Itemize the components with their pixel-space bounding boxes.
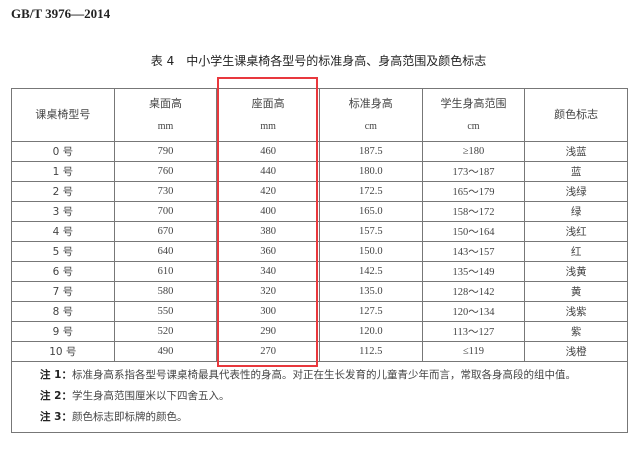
cell-model: 5 号: [11, 241, 115, 262]
header-height-range: 学生身高范围 cm: [421, 88, 526, 142]
header-standard-height: 标准身高 cm: [318, 88, 423, 142]
table-row: 10 号 490 270 112.5 ≤119 浅橙: [11, 341, 628, 362]
header-unit: cm: [364, 120, 377, 132]
header-unit: mm: [260, 120, 276, 132]
cell-standard-height: 172.5: [318, 181, 423, 202]
header-unit: cm: [467, 120, 480, 132]
cell-model: 7 号: [11, 281, 115, 302]
table-row: 6 号 610 340 142.5 135～149 浅黄: [11, 261, 628, 282]
cell-desk-height: 760: [113, 161, 218, 182]
note-text: 颜色标志即标牌的颜色。: [71, 411, 188, 423]
cell-model: 3 号: [11, 201, 115, 222]
note-3: 注 3：颜色标志即标牌的颜色。: [40, 407, 619, 428]
cell-standard-height: 135.0: [318, 281, 423, 302]
cell-standard-height: 142.5: [318, 261, 423, 282]
cell-color-mark: 浅蓝: [524, 141, 628, 162]
cell-color-mark: 绿: [524, 201, 628, 222]
cell-desk-height: 700: [113, 201, 218, 222]
header-label: 座面高: [251, 96, 285, 110]
cell-standard-height: 150.0: [318, 241, 423, 262]
cell-standard-height: 127.5: [318, 301, 423, 322]
cell-height-range: ≤119: [421, 341, 526, 362]
header-label: 标准身高: [348, 96, 393, 110]
cell-desk-height: 490: [113, 341, 218, 362]
cell-standard-height: 187.5: [318, 141, 423, 162]
notes-cell: 注 1：标准身高系指各型号课桌椅最具代表性的身高。对正在生长发育的儿童青少年而言…: [11, 361, 628, 433]
cell-height-range: ≥180: [421, 141, 526, 162]
header-label: 课桌椅型号: [35, 108, 91, 121]
note-label: 注 2：: [40, 390, 72, 402]
cell-height-range: 173～187: [421, 161, 526, 182]
cell-height-range: 150～164: [421, 221, 526, 242]
cell-color-mark: 浅黄: [524, 261, 628, 282]
header-color-mark: 颜色标志: [524, 88, 628, 142]
cell-color-mark: 黄: [524, 281, 628, 302]
cell-height-range: 113～127: [421, 321, 526, 342]
table-row: 8 号 550 300 127.5 120～134 浅紫: [11, 301, 628, 322]
cell-standard-height: 165.0: [318, 201, 423, 222]
table-row: 1 号 760 440 180.0 173～187 蓝: [11, 161, 628, 182]
cell-color-mark: 红: [524, 241, 628, 262]
header-label: 桌面高: [148, 96, 182, 110]
table-row: 2 号 730 420 172.5 165～179 浅绿: [11, 181, 628, 202]
cell-model: 2 号: [11, 181, 115, 202]
cell-color-mark: 浅紫: [524, 301, 628, 322]
table-row: 5 号 640 360 150.0 143～157 红: [11, 241, 628, 262]
note-1: 注 1：标准身高系指各型号课桌椅最具代表性的身高。对正在生长发育的儿童青少年而言…: [40, 365, 619, 386]
cell-height-range: 158～172: [421, 201, 526, 222]
note-text: 学生身高范围厘米以下四舍五入。: [71, 390, 230, 402]
cell-model: 0 号: [11, 141, 115, 162]
header-seat-height: 座面高 mm: [216, 88, 320, 142]
cell-desk-height: 580: [113, 281, 218, 302]
header-desk-height: 桌面高 mm: [113, 88, 218, 142]
notes-row: 注 1：标准身高系指各型号课桌椅最具代表性的身高。对正在生长发育的儿童青少年而言…: [11, 361, 628, 433]
cell-height-range: 135～149: [421, 261, 526, 282]
standard-number: GB/T 3976—2014: [11, 6, 111, 21]
cell-desk-height: 550: [113, 301, 218, 322]
cell-desk-height: 520: [113, 321, 218, 342]
cell-standard-height: 157.5: [318, 221, 423, 242]
table-row: 3 号 700 400 165.0 158～172 绿: [11, 201, 628, 222]
table-row: 9 号 520 290 120.0 113～127 紫: [11, 321, 628, 342]
desk-chair-size-table: 课桌椅型号 桌面高 mm 座面高 mm 标准身高 cm 学生身高范围 cm 颜色标志 0…: [11, 88, 628, 433]
cell-model: 9 号: [11, 321, 115, 342]
cell-model: 10 号: [11, 341, 115, 362]
cell-height-range: 128～142: [421, 281, 526, 302]
cell-desk-height: 670: [113, 221, 218, 242]
cell-desk-height: 790: [113, 141, 218, 162]
cell-model: 8 号: [11, 301, 115, 322]
cell-height-range: 165～179: [421, 181, 526, 202]
note-text: 标准身高系指各型号课桌椅最具代表性的身高。对正在生长发育的儿童青少年而言，常取各…: [71, 369, 576, 381]
cell-height-range: 143～157: [421, 241, 526, 262]
header-unit: mm: [157, 120, 174, 132]
table-caption: 表 4 中小学生课桌椅各型号的标准身高、身高范围及颜色标志: [150, 54, 487, 68]
header-label: 颜色标志: [554, 108, 599, 121]
header-row: 课桌椅型号 桌面高 mm 座面高 mm 标准身高 cm 学生身高范围 cm 颜色标志: [11, 88, 628, 142]
header-model: 课桌椅型号: [11, 88, 115, 142]
cell-desk-height: 610: [113, 261, 218, 282]
note-label: 注 1：: [40, 369, 72, 381]
cell-color-mark: 浅红: [524, 221, 628, 242]
cell-standard-height: 180.0: [318, 161, 423, 182]
table-row: 4 号 670 380 157.5 150～164 浅红: [11, 221, 628, 242]
cell-model: 4 号: [11, 221, 115, 242]
cell-standard-height: 112.5: [318, 341, 423, 362]
cell-color-mark: 紫: [524, 321, 628, 342]
cell-color-mark: 蓝: [524, 161, 628, 182]
table-row: 0 号 790 460 187.5 ≥180 浅蓝: [11, 141, 628, 162]
cell-height-range: 120～134: [421, 301, 526, 322]
cell-desk-height: 640: [113, 241, 218, 262]
cell-model: 6 号: [11, 261, 115, 282]
cell-color-mark: 浅橙: [524, 341, 628, 362]
cell-standard-height: 120.0: [318, 321, 423, 342]
cell-color-mark: 浅绿: [524, 181, 628, 202]
note-label: 注 3：: [40, 411, 72, 423]
cell-model: 1 号: [11, 161, 115, 182]
cell-desk-height: 730: [113, 181, 218, 202]
seat-height-highlight-box: [217, 77, 318, 367]
note-2: 注 2：学生身高范围厘米以下四舍五入。: [40, 386, 619, 407]
header-label: 学生身高范围: [440, 96, 507, 110]
table-row: 7 号 580 320 135.0 128～142 黄: [11, 281, 628, 302]
